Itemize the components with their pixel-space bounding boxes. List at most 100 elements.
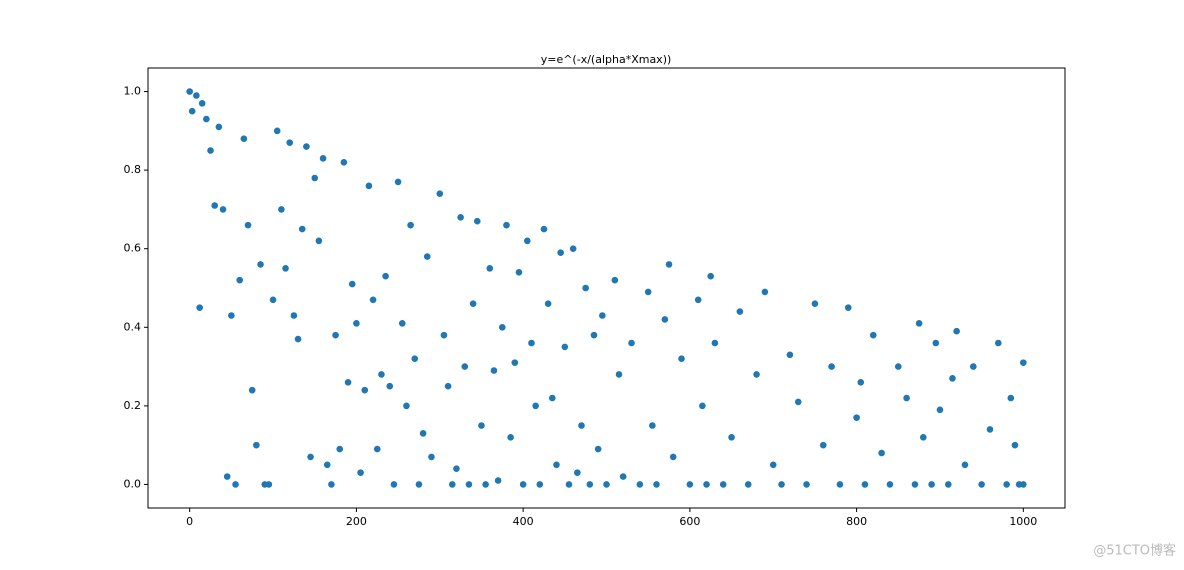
point — [553, 461, 560, 469]
point — [486, 265, 494, 272]
point — [665, 261, 673, 268]
point — [196, 304, 203, 311]
point — [294, 335, 302, 343]
point — [286, 139, 294, 146]
point — [703, 481, 710, 488]
point — [193, 92, 200, 99]
point — [211, 202, 218, 209]
point — [599, 312, 606, 319]
point — [269, 296, 277, 304]
point — [944, 481, 952, 488]
point — [236, 276, 243, 284]
point — [473, 217, 481, 225]
point — [936, 406, 944, 414]
point — [1011, 441, 1019, 449]
point — [390, 481, 398, 488]
point — [436, 190, 444, 198]
point — [461, 363, 469, 370]
point — [615, 371, 623, 378]
point — [511, 359, 519, 366]
point — [811, 300, 819, 308]
point — [986, 426, 994, 433]
point — [603, 481, 610, 488]
point — [403, 402, 410, 410]
point — [753, 371, 760, 378]
point — [298, 225, 306, 233]
point — [323, 461, 331, 469]
point — [915, 320, 923, 327]
point — [928, 481, 935, 488]
point — [307, 453, 314, 461]
x-tick-label: 200 — [346, 515, 367, 528]
point — [357, 469, 364, 476]
point — [886, 481, 894, 488]
point — [878, 449, 885, 457]
point — [490, 367, 498, 374]
point — [578, 422, 585, 429]
point — [369, 296, 377, 304]
y-tick-label: 0.4 — [124, 320, 142, 333]
point — [932, 339, 940, 347]
point — [348, 280, 356, 288]
point — [532, 402, 539, 410]
point — [528, 339, 535, 347]
point — [719, 481, 727, 488]
point — [590, 331, 598, 339]
point — [386, 382, 394, 390]
point — [336, 445, 344, 453]
point — [536, 481, 544, 488]
plot-frame — [147, 67, 1066, 509]
point — [290, 312, 298, 319]
point — [707, 272, 715, 280]
point — [911, 481, 919, 488]
point — [482, 481, 489, 488]
x-tick-label: 0 — [186, 515, 193, 528]
point — [711, 339, 719, 347]
point — [273, 127, 281, 135]
point — [257, 261, 264, 268]
point — [378, 371, 385, 378]
point — [524, 237, 531, 245]
point — [382, 272, 389, 280]
y-tick-label: 1.0 — [124, 85, 142, 98]
point — [503, 221, 510, 229]
point — [569, 245, 577, 253]
point — [661, 316, 669, 323]
point — [611, 276, 619, 284]
chart-title: y=e^(-x/(alpha*Xmax)) — [541, 53, 672, 66]
point — [207, 147, 214, 154]
point — [278, 206, 285, 213]
point — [561, 343, 569, 351]
point — [353, 320, 360, 327]
x-tick-label: 1000 — [1009, 515, 1037, 528]
point — [1003, 481, 1010, 488]
point — [574, 469, 581, 476]
point — [373, 445, 381, 453]
point — [995, 339, 1002, 347]
point — [244, 221, 252, 229]
point — [861, 481, 869, 488]
point — [953, 327, 960, 335]
x-tick-label: 400 — [513, 515, 534, 528]
point — [919, 433, 927, 441]
point — [332, 331, 339, 339]
point — [240, 135, 248, 143]
point — [253, 441, 260, 449]
point — [344, 378, 352, 386]
point — [644, 288, 652, 296]
point — [794, 398, 802, 406]
point — [778, 481, 785, 488]
point — [565, 481, 573, 488]
point — [423, 253, 431, 260]
point — [303, 143, 310, 150]
point — [803, 481, 810, 488]
point — [653, 481, 660, 488]
point — [457, 213, 464, 221]
point — [448, 481, 456, 488]
point — [949, 375, 956, 382]
point — [415, 481, 423, 488]
point — [469, 300, 477, 308]
point — [319, 155, 327, 162]
point — [282, 265, 289, 272]
